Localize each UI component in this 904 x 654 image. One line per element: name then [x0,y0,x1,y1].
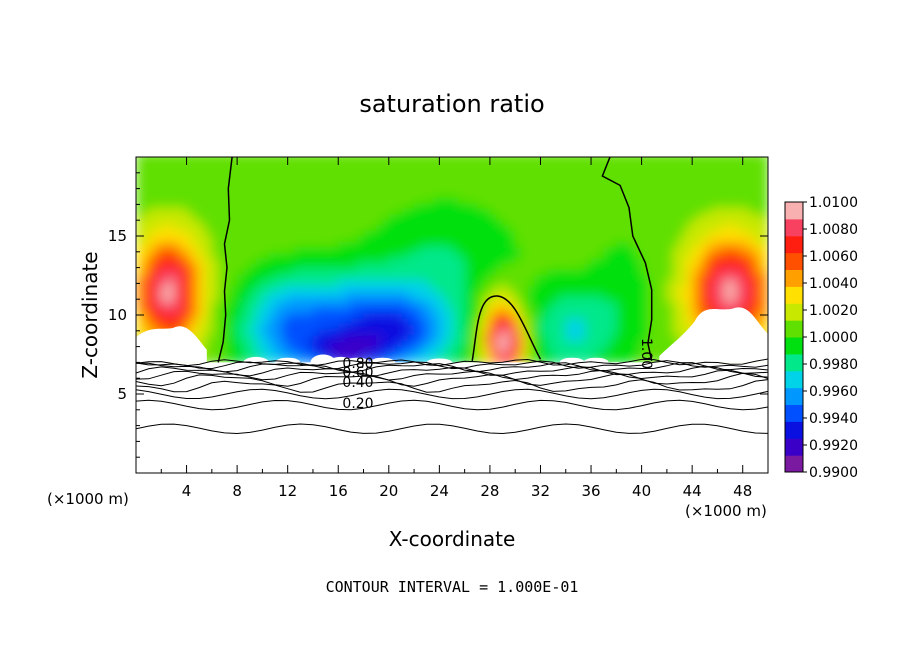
y-axis-label: Z-coordinate [78,251,102,378]
contour-labels: 0.800.600.40 0.20 1.00 [342,338,654,412]
x-tick-label: 28 [480,482,499,500]
contour-label: 0.20 [342,396,373,412]
contour-label: 0.40 [342,375,373,391]
chart-title: saturation ratio [359,90,544,118]
y-tick-label: 15 [108,227,127,245]
x-unit-left: (×1000 m) [47,490,129,508]
x-axis-label: X-coordinate [389,527,516,551]
x-unit-right: (×1000 m) [685,502,767,520]
colorbar-segment [785,320,803,338]
colorbar-segment [785,421,803,439]
y-tick-label: 5 [117,385,127,403]
colorbar-segment [785,370,803,389]
saturation-field [136,157,768,364]
x-tick-label: 48 [733,482,752,500]
x-axis-ticks: 4 8 12 16 20 24 28 32 36 40 44 48 [160,157,752,500]
colorbar-segment [785,286,803,304]
x-tick-label: 36 [581,482,600,500]
colorbar-segment [785,455,803,473]
colorbar-segment [785,235,803,254]
x-tick-label: 12 [278,482,297,500]
contour-label: 1.00 [638,338,654,369]
colorbar-label: 0.9960 [809,384,858,400]
colorbar-segment [785,353,803,372]
colorbar-segment [785,337,803,355]
y-tick-label: 10 [108,306,127,324]
contour-label: 0.60 [342,365,373,381]
colorbar-label: 1.0000 [809,330,858,346]
x-tick-label: 8 [232,482,242,500]
colorbar-segment [785,218,803,237]
x-tick-label: 40 [632,482,651,500]
colorbar-label: 0.9900 [809,465,858,481]
contour-label: 0.80 [342,356,373,372]
colorbar-label: 1.0100 [809,195,858,211]
colorbar-segment [785,269,803,287]
colorbar-label: 1.0080 [809,222,858,238]
white-regions [136,307,768,473]
colorbar-label: 1.0040 [809,276,858,292]
colorbar-label: 0.9940 [809,411,858,427]
x-tick-label: 20 [379,482,398,500]
x-tick-label: 16 [329,482,348,500]
colorbar-segment [785,387,803,405]
colorbar: 1.0100 1.0080 1.0060 1.0040 1.0020 1.0000 0.99… [784,195,858,481]
colorbar-label: 1.0060 [809,249,858,265]
x-tick-label: 24 [430,482,449,500]
colorbar-segment [785,252,803,270]
contour-interval-note: CONTOUR INTERVAL = 1.000E-01 [326,578,579,596]
colorbar-label: 0.9980 [809,357,858,373]
x-tick-label: 44 [683,482,702,500]
x-tick-label: 4 [182,482,192,500]
colorbar-segment [785,404,803,422]
colorbar-segment [785,438,803,456]
colorbar-segment [785,303,803,321]
y-axis-ticks: 5 10 15 [108,172,768,458]
colorbar-label: 0.9920 [809,438,858,454]
contour-lines [136,157,768,435]
x-tick-label: 32 [531,482,550,500]
colorbar-label: 1.0020 [809,303,858,319]
plot-area [136,157,768,473]
colorbar-segment [785,202,803,220]
